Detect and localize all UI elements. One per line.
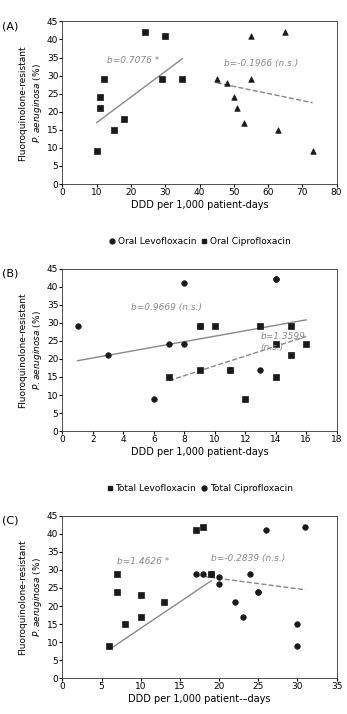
Point (248, 30, 254, 41)
Point (181, 338, 187, 350)
Text: b=-0.1966 (n.s.): b=-0.1966 (n.s.) (223, 59, 298, 69)
Point (216, 578, 222, 590)
Y-axis label: Fluoroquinolone-resistant
$P. aeruginosa$ (%): Fluoroquinolone-resistant $P. aeruginosa… (18, 292, 44, 408)
Point (161, 597, 167, 608)
Point (243, 393, 248, 404)
Point (197, 321, 202, 332)
Point (98, 91, 103, 103)
Text: b=1.4626 *: b=1.4626 * (117, 558, 170, 566)
Point (227, 364, 233, 376)
Point (151, 393, 156, 404)
Point (248, 568, 253, 579)
Point (288, 350, 294, 361)
Point (224, 77, 230, 89)
Point (227, 364, 233, 376)
Point (216, 571, 222, 583)
Point (98, 102, 103, 114)
X-axis label: DDD per 1,000 patient-days: DDD per 1,000 patient-days (131, 447, 268, 457)
Point (142, 26, 147, 38)
Legend: Oral Levofloxacin, Oral Ciprofloxacin: Oral Levofloxacin, Oral Ciprofloxacin (109, 237, 290, 246)
Point (197, 321, 202, 332)
Point (273, 338, 278, 350)
Point (115, 568, 120, 579)
Point (273, 371, 278, 383)
Text: b=-0.2839 (n.s.): b=-0.2839 (n.s.) (211, 553, 286, 563)
Point (276, 124, 281, 136)
Point (101, 74, 106, 85)
Point (209, 568, 214, 579)
Text: (B): (B) (2, 268, 18, 278)
Point (282, 26, 288, 38)
Point (181, 277, 187, 288)
Point (214, 74, 219, 85)
Point (235, 102, 240, 114)
Point (273, 273, 278, 285)
Text: b=0.7076 *: b=0.7076 * (107, 56, 159, 65)
Point (180, 74, 185, 85)
Point (310, 146, 315, 157)
Point (115, 586, 120, 598)
Point (288, 321, 294, 332)
Point (107, 640, 112, 651)
X-axis label: DDD per 1,000 patient-–days: DDD per 1,000 patient-–days (128, 694, 271, 704)
Legend: Total Levofloxacin, Total Ciprofloxacin: Total Levofloxacin, Total Ciprofloxacin (107, 485, 293, 493)
Point (258, 364, 263, 376)
Point (193, 525, 198, 536)
Text: b=0.9669 (n.s.): b=0.9669 (n.s.) (131, 303, 202, 312)
Point (138, 611, 144, 623)
Point (159, 74, 164, 85)
Point (122, 618, 128, 630)
Point (138, 590, 144, 601)
Text: b=1.3599
(n.s.): b=1.3599 (n.s.) (261, 332, 305, 352)
Point (75, 321, 81, 332)
Point (201, 521, 206, 532)
Point (209, 568, 214, 579)
X-axis label: DDD per 1,000 patient-days: DDD per 1,000 patient-days (131, 200, 268, 210)
Point (232, 597, 238, 608)
Y-axis label: Fluoroquinolone-resistant
$P. aeruginosa$ (%): Fluoroquinolone-resistant $P. aeruginosa… (18, 539, 44, 655)
Point (273, 273, 278, 285)
Point (295, 618, 300, 630)
Point (255, 586, 261, 598)
Point (166, 338, 172, 350)
Point (303, 521, 308, 532)
Y-axis label: Fluoroquinolone-resistant
$P. aeruginosa$ (%): Fluoroquinolone-resistant $P. aeruginosa… (18, 45, 44, 161)
Text: (C): (C) (2, 516, 19, 526)
Point (263, 525, 269, 536)
Point (231, 91, 237, 103)
Point (295, 640, 300, 651)
Point (166, 371, 172, 383)
Text: (A): (A) (2, 21, 18, 31)
Point (193, 568, 198, 579)
Point (121, 114, 127, 125)
Point (255, 586, 261, 598)
Point (303, 338, 309, 350)
Point (197, 321, 202, 332)
Point (241, 117, 247, 129)
Point (105, 350, 111, 361)
Point (197, 364, 202, 376)
Point (94, 146, 100, 157)
Point (240, 611, 245, 623)
Point (212, 321, 218, 332)
Point (201, 568, 206, 579)
Point (258, 321, 263, 332)
Point (248, 74, 254, 85)
Point (162, 30, 168, 41)
Point (111, 124, 117, 136)
